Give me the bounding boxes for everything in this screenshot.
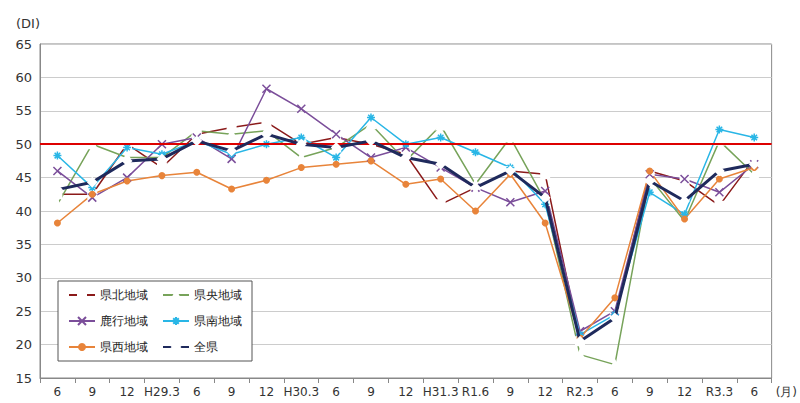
- svg-text:鹿行地域: 鹿行地域: [100, 314, 148, 328]
- svg-text:9: 9: [367, 385, 375, 399]
- svg-text:12: 12: [538, 385, 553, 399]
- svg-text:6: 6: [193, 385, 201, 399]
- svg-text:45: 45: [15, 170, 32, 185]
- svg-text:20: 20: [15, 337, 32, 352]
- svg-text:15: 15: [15, 371, 32, 386]
- svg-text:県西地域: 県西地域: [100, 340, 148, 354]
- svg-text:60: 60: [15, 70, 32, 85]
- svg-text:県北地域: 県北地域: [100, 288, 148, 302]
- svg-text:R3.3: R3.3: [706, 385, 733, 399]
- svg-text:全県: 全県: [194, 340, 218, 354]
- svg-text:R1.6: R1.6: [462, 385, 489, 399]
- svg-text:6: 6: [332, 385, 340, 399]
- svg-text:50: 50: [15, 137, 32, 152]
- svg-text:9: 9: [228, 385, 236, 399]
- svg-text:6: 6: [54, 385, 62, 399]
- svg-text:(DI): (DI): [16, 16, 40, 31]
- svg-text:H29.3: H29.3: [144, 385, 180, 399]
- svg-text:H30.3: H30.3: [283, 385, 319, 399]
- svg-text:県南地域: 県南地域: [194, 314, 242, 328]
- svg-text:県央地域: 県央地域: [194, 288, 242, 302]
- svg-text:65: 65: [15, 37, 32, 52]
- svg-text:12: 12: [119, 385, 134, 399]
- svg-text:12: 12: [677, 385, 692, 399]
- svg-text:35: 35: [15, 237, 32, 252]
- svg-text:6: 6: [750, 385, 758, 399]
- svg-text:9: 9: [88, 385, 96, 399]
- svg-text:6: 6: [611, 385, 619, 399]
- svg-text:12: 12: [259, 385, 274, 399]
- svg-text:55: 55: [15, 103, 32, 118]
- svg-text:30: 30: [15, 270, 32, 285]
- svg-text:R2.3: R2.3: [566, 385, 593, 399]
- svg-text:(月): (月): [776, 385, 797, 399]
- svg-text:9: 9: [646, 385, 654, 399]
- svg-text:12: 12: [398, 385, 413, 399]
- svg-text:9: 9: [507, 385, 515, 399]
- svg-text:H31.3: H31.3: [423, 385, 459, 399]
- svg-text:25: 25: [15, 304, 32, 319]
- svg-text:40: 40: [15, 204, 32, 219]
